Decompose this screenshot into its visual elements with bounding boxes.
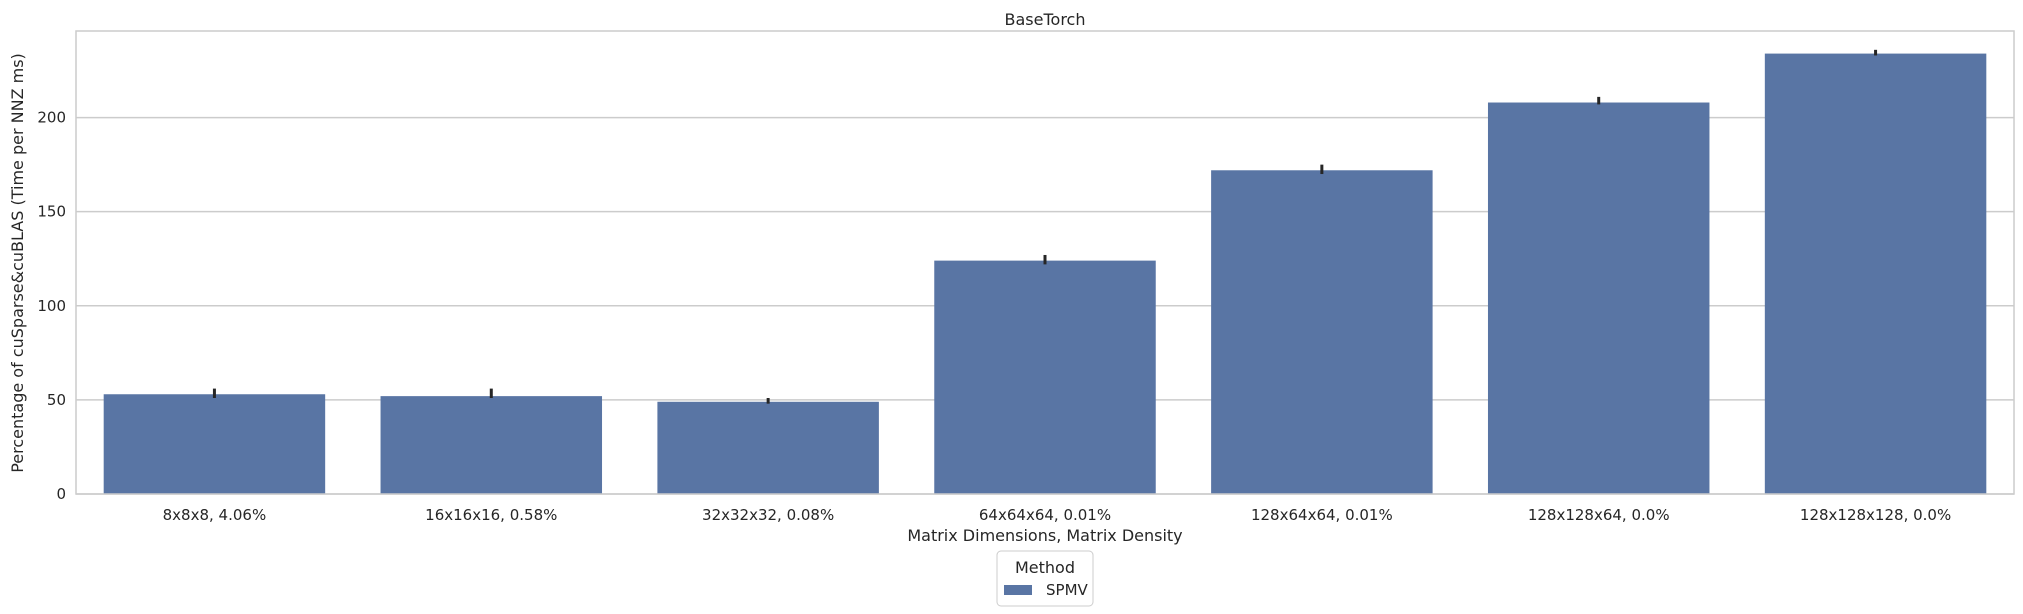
bar-4 [934, 260, 1156, 494]
y-tick-labels: 0 50 100 150 200 [37, 109, 66, 503]
x-tick-label: 128x128x64, 0.0% [1528, 506, 1670, 524]
x-axis-label: Matrix Dimensions, Matrix Density [907, 526, 1182, 545]
bar-7 [1764, 53, 1987, 495]
x-tick-label: 16x16x16, 0.58% [425, 506, 557, 524]
x-tick-label: 32x32x32, 0.08% [702, 506, 834, 524]
legend: Method SPMV [996, 550, 1094, 607]
y-tick-label: 0 [56, 485, 66, 503]
bar-5 [1211, 170, 1433, 494]
bar-3 [657, 401, 879, 494]
x-tick-label: 128x128x128, 0.0% [1800, 506, 1951, 524]
x-tick-labels: 8x8x8, 4.06% 16x16x16, 0.58% 32x32x32, 0.0… [163, 506, 1952, 524]
legend-swatch-spmv [1004, 585, 1032, 595]
y-tick-label: 200 [37, 109, 66, 127]
bar-1 [103, 394, 326, 494]
x-tick-label: 128x64x64, 0.01% [1251, 506, 1393, 524]
legend-title: Method [1015, 558, 1075, 577]
x-tick-label: 64x64x64, 0.01% [979, 506, 1111, 524]
y-tick-label: 150 [37, 203, 66, 221]
y-tick-label: 100 [37, 297, 66, 315]
legend-label-spmv: SPMV [1046, 581, 1089, 599]
chart-title: BaseTorch [1005, 10, 1086, 29]
y-axis-label: Percentage of cuSparse&cuBLAS (Time per … [8, 53, 27, 473]
bar-2 [380, 396, 603, 494]
bars [103, 53, 1987, 495]
bar-6 [1487, 102, 1710, 494]
error-bars [212, 49, 1878, 404]
plot-frame [75, 30, 2015, 495]
x-tick-label: 8x8x8, 4.06% [163, 506, 267, 524]
y-tick-label: 50 [47, 391, 66, 409]
